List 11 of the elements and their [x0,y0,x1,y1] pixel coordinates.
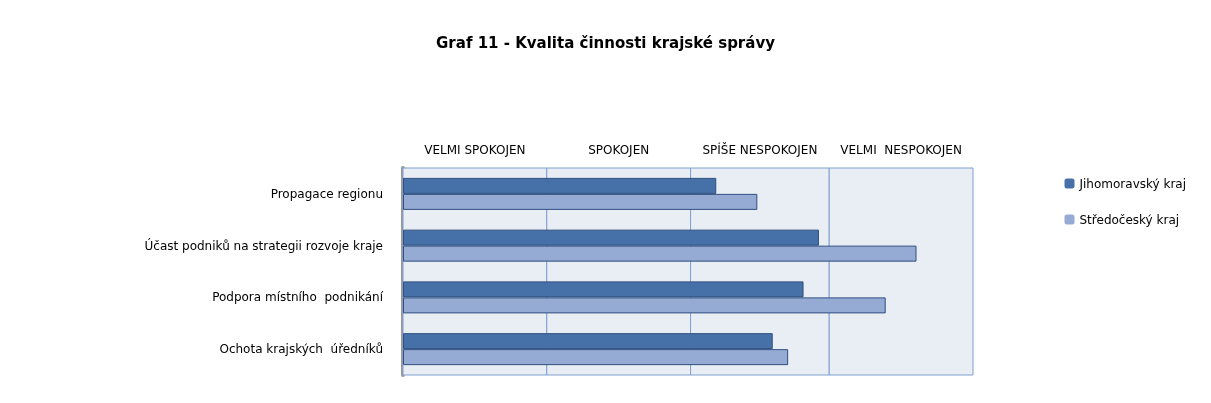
y-tick-label: Ochota krajských úředníků [219,342,383,357]
y-tick-label: Účast podniků na strategii rozvoje kraje [144,237,383,253]
legend-label: Jihomoravský kraj [1078,176,1186,191]
y-tick-label: Podpora místního podnikání [212,290,384,305]
band-label: VELMI SPOKOJEN [424,142,526,157]
chart-title: Graf 11 - Kvalita činnosti krajské správy [436,33,776,52]
band-label: VELMI NESPOKOJEN [840,142,962,157]
legend-label: Středočeský kraj [1079,212,1180,227]
y-tick-label: Propagace regionu [270,186,383,201]
band-label: SPOKOJEN [588,142,650,157]
band-label: SPÍŠE NESPOKOJEN [702,141,818,157]
